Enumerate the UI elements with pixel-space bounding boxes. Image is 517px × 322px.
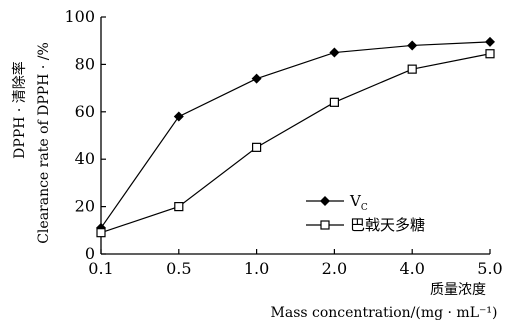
legend-label-polysaccharide: 巴戟天多糖: [350, 216, 425, 234]
series-line-1: [100, 53, 491, 234]
y-tick-label-2: 40: [75, 149, 95, 168]
x-tick-label-2: 1.0: [244, 259, 269, 278]
y-tick-label-1: 20: [75, 197, 95, 216]
x-tick-label-1: 0.5: [166, 259, 191, 278]
legend: VC 巴戟天多糖: [306, 192, 425, 234]
series-1-point-3: [329, 97, 339, 107]
series-markers: [96, 36, 495, 238]
series-1-point-4: [407, 64, 417, 74]
y-axis-title-cn: DPPH · 清除率: [11, 61, 28, 159]
y-tick-label-4: 80: [75, 54, 95, 73]
legend-item-polysaccharide: 巴戟天多糖: [306, 216, 425, 234]
series-0-point-5: [485, 36, 495, 47]
legend-label-vc-sub: C: [361, 203, 368, 213]
series-0-point-4: [407, 40, 418, 51]
x-tick-label-4: 4.0: [399, 259, 424, 278]
x-tick-label-3: 2.0: [322, 259, 347, 278]
y-tick-label-5: 100: [64, 7, 95, 26]
series-0-point-3: [329, 47, 340, 58]
series-line-0: [100, 41, 491, 229]
series-0-point-2: [251, 73, 262, 84]
axes: [100, 16, 491, 255]
x-axis-title-cn: 质量浓度: [430, 282, 486, 298]
legend-item-vc: VC: [306, 192, 368, 213]
series-1-point-5: [485, 49, 495, 59]
series-lines: [100, 41, 491, 234]
legend-label-vc-main: V: [349, 192, 362, 210]
y-axis-title-en: Clearance rate of DPPH · /%: [36, 42, 52, 244]
series-1-point-1: [174, 202, 184, 212]
tick-labels: 0 20 40 60 80 100 0.1 0.5 1.0 2.0 4.0 5.0: [64, 7, 502, 278]
legend-label-vc: VC: [349, 192, 368, 213]
legend-marker-vc: [320, 196, 330, 206]
x-axis-title-en: Mass concentration/(mg · mL⁻¹): [271, 305, 498, 321]
x-tick-label-5: 5.0: [477, 259, 502, 278]
legend-marker-polysaccharide: [320, 220, 330, 230]
series-1-point-0: [96, 228, 106, 238]
series-0-point-1: [173, 111, 184, 122]
x-tick-label-0: 0.1: [88, 259, 113, 278]
y-tick-label-0: 0: [85, 244, 95, 263]
y-tick-label-3: 60: [75, 102, 95, 121]
series-1-point-2: [252, 142, 262, 152]
